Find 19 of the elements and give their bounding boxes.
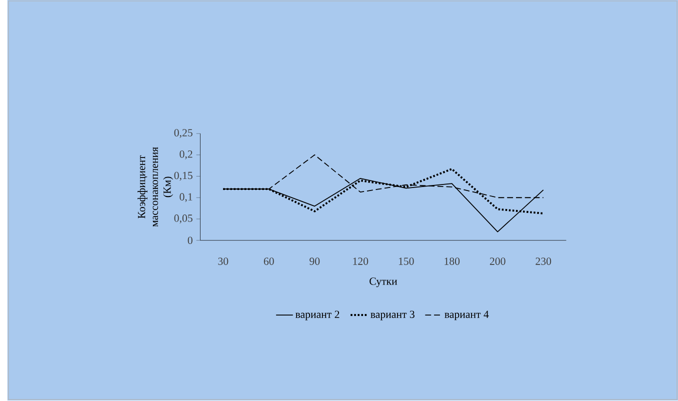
y-tick-label: 0,15 [174, 172, 192, 181]
x-tick-label: 90 [310, 258, 320, 266]
x-tick-label: 230 [536, 258, 552, 266]
x-tick-label: 120 [353, 258, 368, 266]
legend-label: вариант 4 [444, 310, 489, 320]
legend-label: вариант 2 [296, 310, 340, 320]
x-axis-title: Сутки [370, 278, 398, 288]
legend-label: вариант 3 [370, 310, 414, 320]
y-tick-label: 0,1 [180, 193, 192, 202]
x-tick-label: 150 [398, 258, 414, 266]
x-tick-label: 30 [218, 258, 228, 266]
y-tick-label: 0,05 [174, 214, 192, 224]
x-tick-label: 200 [490, 258, 506, 266]
x-tick-label: 60 [264, 258, 274, 266]
y-tick-label: 0 [188, 236, 192, 244]
y-tick-label: 0,25 [174, 129, 192, 138]
y-tick-label: 0,2 [180, 150, 192, 160]
x-tick-label: 180 [444, 258, 460, 266]
y-axis-title: Коэффициент массонакопления (Км) [138, 147, 174, 227]
